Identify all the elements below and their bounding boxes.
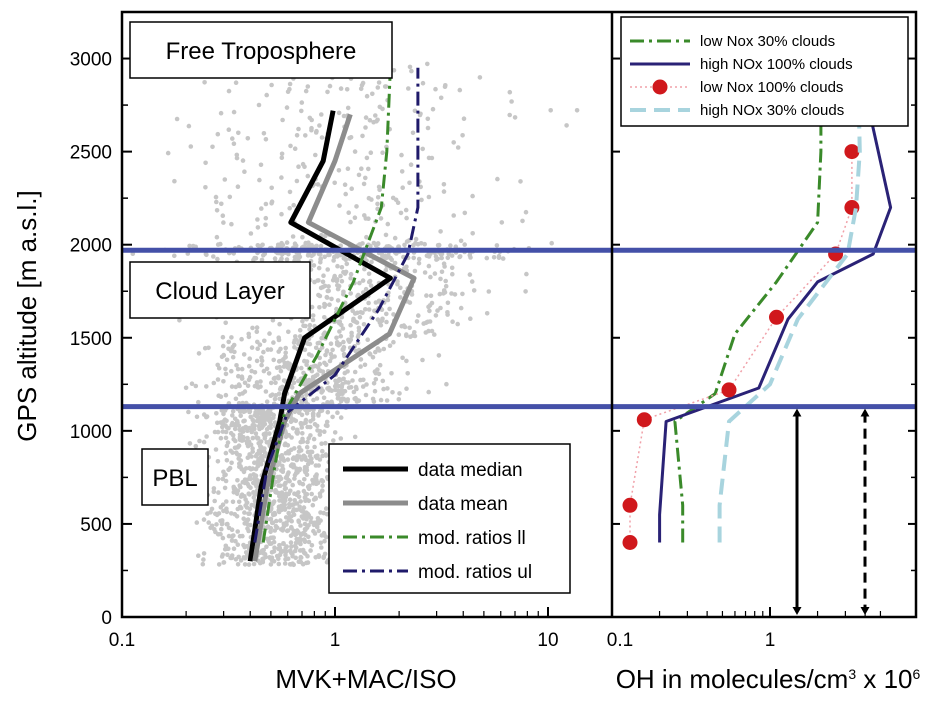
legend-right-label-2: low Nox 100% clouds [700, 79, 843, 96]
left-x-tick-label-2: 10 [537, 630, 558, 651]
series-left-1 [252, 113, 417, 562]
series-right-1 [658, 67, 893, 543]
marker-right-2-0 [622, 535, 638, 550]
legend-right-label-0: low Nox 30% clouds [700, 33, 835, 50]
legend-left-label-1: data mean [418, 494, 508, 515]
left-panel-series [247, 67, 420, 562]
legend-right-marker-2 [652, 79, 668, 95]
y-tick-label-3: 1500 [70, 329, 112, 350]
series-left-3 [253, 67, 420, 543]
marker-right-2-4 [769, 309, 784, 325]
marker-right-2-7 [844, 144, 860, 160]
layer-boundaries [122, 247, 916, 410]
series-left-0 [247, 110, 393, 562]
region-text-pbl: PBL [152, 465, 197, 492]
legend-left: data median data mean mod. ratios ll mod. r… [328, 443, 571, 594]
series-right-2 [629, 151, 853, 543]
legend-right-label-3: high NOx 30% clouds [700, 102, 844, 119]
region-label-pbl: PBL [141, 448, 209, 506]
marker-right-2-2 [636, 412, 652, 428]
right-x-tick-label-1: 1 [765, 630, 776, 651]
series-right-0 [673, 67, 823, 543]
y-tick-label-1: 500 [80, 515, 112, 536]
axis-ticks: 0 500 1000 1500 2000 2500 3000 0.1 1 10 0.1 1 [70, 50, 916, 651]
series-right-3 [717, 67, 862, 543]
left-x-tick-label-1: 1 [330, 630, 341, 651]
left-x-axis-label: MVK+MAC/ISO [275, 664, 456, 694]
pbl-arrows [792, 408, 870, 615]
marker-right-2-3 [721, 382, 737, 398]
left-x-tick-label-0: 0.1 [109, 630, 135, 651]
legend-right-label-1: high NOx 100% clouds [700, 56, 853, 73]
legend-left-label-3: mod. ratios ul [418, 562, 532, 583]
y-tick-label-0: 0 [101, 608, 112, 629]
y-axis-label: GPS altitude [m a.s.l.] [12, 190, 42, 441]
right-x-axis-label: OH in molecules/cm3 x 106 [616, 664, 921, 694]
marker-right-2-6 [844, 200, 860, 215]
right-x-tick-label-0: 0.1 [607, 630, 633, 651]
region-label-free-troposphere: Free Troposphere [129, 21, 393, 79]
y-tick-label-2: 1000 [70, 422, 112, 443]
plot-frame [120, 10, 918, 619]
y-tick-label-6: 3000 [70, 50, 112, 71]
y-tick-label-4: 2000 [70, 236, 112, 257]
region-text-free-troposphere: Free Troposphere [166, 38, 357, 65]
legend-left-label-2: mod. ratios ll [418, 528, 526, 549]
legend-left-label-0: data median [418, 460, 523, 481]
legend-right-box [620, 16, 909, 127]
region-label-cloud-layer: Cloud Layer [129, 261, 311, 319]
y-tick-label-5: 2500 [70, 143, 112, 164]
right-panel-series [622, 67, 893, 550]
legend-right: low Nox 30% clouds high NOx 100% clouds lo… [620, 16, 909, 127]
marker-right-2-1 [622, 497, 638, 513]
series-left-2 [261, 67, 392, 543]
region-text-cloud-layer: Cloud Layer [155, 278, 284, 305]
